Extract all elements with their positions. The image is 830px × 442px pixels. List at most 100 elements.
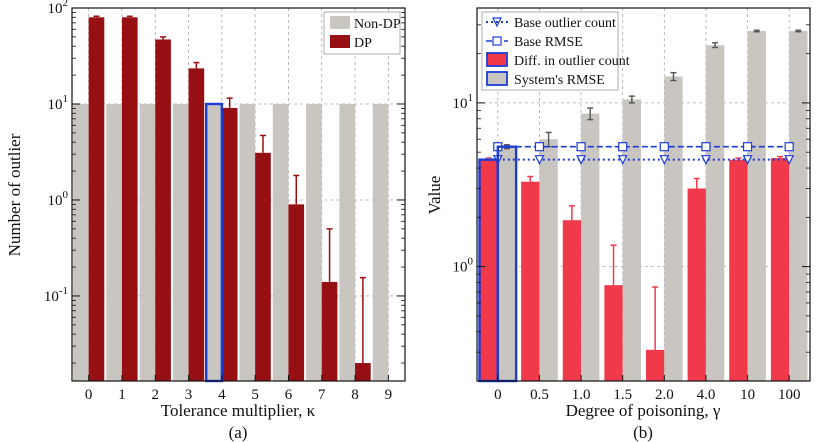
y-tick-label: 100 — [48, 189, 69, 209]
marker-base-rmse — [618, 142, 628, 152]
marker-base-rmse — [701, 142, 711, 152]
bar-system-rmse — [497, 146, 517, 381]
legend-swatch-dp — [330, 35, 350, 48]
bar-non-dp — [272, 103, 289, 381]
panel-a-bars — [72, 17, 389, 382]
marker-base-rmse — [784, 142, 794, 152]
marker-base-outlier — [659, 155, 670, 166]
legend-label-base-rmse: Base RMSE — [514, 35, 583, 50]
marker-base-outlier — [784, 155, 795, 166]
y-tick-label: 10-1 — [44, 285, 68, 305]
x-tick-label: 8 — [351, 387, 359, 403]
bar-non-dp — [72, 103, 89, 381]
panel-b-legend: Base outlier count Base RMSE Diff. in ou… — [481, 11, 630, 91]
bar-dp — [288, 204, 305, 381]
x-tick-label: 1.0 — [572, 387, 591, 403]
legend-label-rmse: System's RMSE — [514, 73, 605, 88]
panel-b-xlabel: Degree of poisoning, γ — [566, 401, 721, 420]
marker-base-rmse — [534, 142, 545, 152]
bar-diff-outlier — [521, 181, 540, 381]
panel-b-ylabel: Value — [425, 176, 444, 215]
y-tick-label: 101 — [48, 93, 69, 113]
bar-system-rmse — [622, 99, 642, 381]
marker-base-outlier — [700, 155, 711, 166]
legend-label-base-outlier: Base outlier count — [514, 16, 616, 31]
x-tick-label: 6 — [285, 387, 293, 403]
x-tick-label: 1 — [118, 387, 126, 403]
panel-a-label: (a) — [229, 423, 248, 442]
bar-non-dp — [239, 103, 256, 381]
bar-non-dp — [372, 103, 389, 381]
marker-base-rmse — [576, 142, 586, 152]
x-tick-label: 4.0 — [697, 387, 716, 403]
x-tick-label: 0 — [494, 387, 502, 403]
legend-marker-square-icon — [492, 36, 502, 46]
marker-base-rmse — [659, 142, 669, 152]
panel-b-ticks: 100 101 0 0.5 1.0 1.5 2.0 4.0 10 100 — [453, 24, 810, 403]
bar-dp — [155, 39, 171, 382]
bar-diff-outlier — [770, 158, 790, 381]
x-tick-label: 7 — [318, 387, 326, 403]
bar-dp — [121, 17, 138, 382]
bar-non-dp — [206, 103, 222, 381]
panel-b-error-bars — [485, 29, 802, 350]
y-tick-label: 100 — [453, 256, 474, 276]
bar-system-rmse — [664, 76, 683, 381]
y-tick-label: 102 — [48, 0, 69, 17]
bar-non-dp — [306, 103, 322, 381]
bar-system-rmse — [539, 139, 558, 381]
bar-diff-outlier — [562, 220, 582, 381]
bar-non-dp — [106, 103, 122, 381]
bar-non-dp — [172, 103, 189, 381]
x-tick-label: 2 — [152, 387, 160, 403]
panel-b-frame — [476, 7, 811, 382]
panel-b-bars — [479, 30, 808, 382]
bar-dp — [321, 281, 338, 381]
bar-dp — [88, 17, 105, 382]
legend-swatch-diff — [486, 52, 508, 67]
bar-non-dp — [139, 103, 156, 381]
marker-base-outlier — [617, 155, 628, 166]
bar-diff-outlier — [645, 349, 665, 381]
panel-a-frame — [71, 7, 406, 382]
marker-base-outlier — [742, 155, 753, 166]
bar-diff-outlier — [687, 188, 706, 381]
panel-a-xlabel: Tolerance multiplier, κ — [161, 401, 316, 420]
bar-dp — [221, 107, 238, 382]
bar-dp — [355, 363, 371, 381]
bar-diff-outlier — [729, 159, 748, 381]
marker-base-outlier — [534, 155, 545, 166]
x-tick-label: 5 — [251, 387, 259, 403]
x-tick-label: 0.5 — [530, 387, 549, 403]
panel-b: 100 101 0 0.5 1.0 1.5 2.0 4.0 10 100 Degree of po… — [425, 7, 811, 442]
x-tick-label: 9 — [385, 387, 393, 403]
panel-a: 10-1 100 101 102 0 1 2 3 4 5 6 7 8 9 Tolerance multip… — [5, 0, 406, 442]
panel-b-label: (b) — [633, 423, 653, 442]
x-tick-label: 1.5 — [613, 387, 632, 403]
legend-label-non-dp: Non-DP — [354, 17, 401, 32]
bar-dp — [188, 68, 205, 381]
bar-diff-outlier — [604, 285, 623, 381]
marker-base-rmse — [742, 142, 753, 152]
bar-system-rmse — [581, 113, 600, 381]
x-tick-label: 3 — [185, 387, 193, 403]
panel-a-legend: Non-DP DP — [323, 11, 401, 55]
bar-system-rmse — [747, 30, 766, 382]
x-tick-label: 100 — [778, 387, 801, 403]
legend-swatch-non-dp — [330, 16, 350, 29]
marker-base-outlier — [576, 155, 587, 166]
x-tick-label: 10 — [740, 387, 755, 403]
x-tick-label: 0 — [85, 387, 93, 403]
bar-non-dp — [339, 103, 356, 381]
x-tick-label: 4 — [218, 387, 226, 403]
legend-label-dp: DP — [354, 36, 372, 51]
bar-system-rmse — [705, 45, 725, 382]
legend-marker-triangle-icon — [492, 17, 502, 28]
panel-a-error-bars — [93, 15, 366, 364]
bar-diff-outlier — [479, 159, 498, 381]
panel-a-ticks: 10-1 100 101 102 0 1 2 3 4 5 6 7 8 9 — [44, 0, 405, 403]
bar-dp — [255, 152, 271, 381]
legend-swatch-rmse — [486, 71, 508, 86]
legend-label-diff: Diff. in outlier count — [514, 54, 630, 69]
